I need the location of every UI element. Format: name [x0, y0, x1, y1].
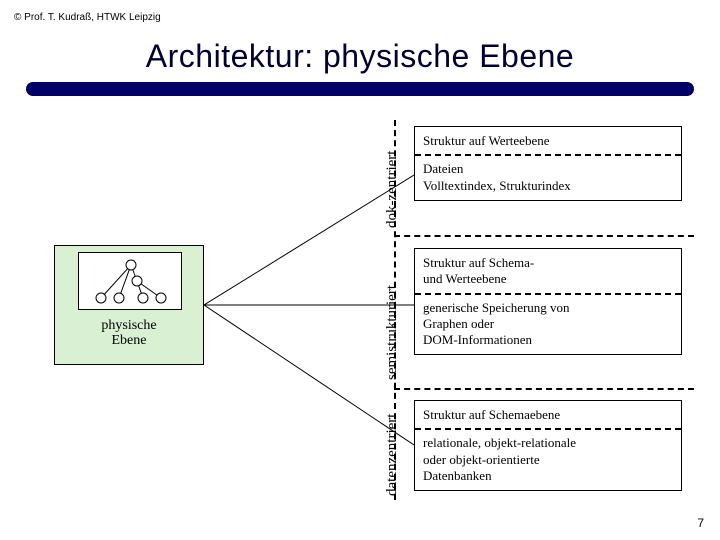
page-number: 7: [697, 516, 704, 530]
info-box-2: Struktur auf Schema- und Werteebene gene…: [414, 248, 682, 355]
page-title: Architektur: physische Ebene: [0, 38, 720, 75]
box1-body1: Dateien: [423, 161, 673, 177]
phys-label-line1: physische: [101, 318, 156, 333]
box2-divider: [415, 293, 681, 295]
vlabel-dok-zentriert: dok-zentriert: [384, 151, 401, 228]
box2-body2: Graphen oder: [423, 316, 673, 332]
box1-body2: Volltextindex, Strukturindex: [423, 178, 673, 194]
info-box-1: Struktur auf Werteebene Dateien Volltext…: [414, 126, 682, 201]
box3-head: Struktur auf Schemaebene: [423, 407, 673, 423]
title-underline-bar: [26, 82, 694, 96]
box1-head: Struktur auf Werteebene: [423, 133, 673, 149]
box2-head1: Struktur auf Schema-: [423, 255, 673, 271]
box3-body2: oder objekt-orientierte: [423, 452, 673, 468]
vlabel-semistrukturiert: semistrukturiert: [384, 285, 401, 380]
branch-lines: [204, 120, 414, 500]
box1-divider: [415, 154, 681, 156]
horizontal-divider-1: [394, 235, 694, 237]
box3-body3: Datenbanken: [423, 468, 673, 484]
box2-body1: generische Speicherung von: [423, 300, 673, 316]
box2-body3: DOM-Informationen: [423, 332, 673, 348]
box2-head2: und Werteebene: [423, 271, 673, 287]
horizontal-divider-2: [394, 388, 694, 390]
box3-body1: relationale, objekt-relationale: [423, 435, 673, 451]
tree-icon: [79, 253, 183, 311]
physical-layer-label: physische Ebene: [54, 318, 204, 349]
box3-divider: [415, 428, 681, 430]
tree-diagram: [78, 252, 182, 310]
vlabel-datenzentriert: datenzentriert: [384, 414, 401, 496]
info-box-3: Struktur auf Schemaebene relationale, ob…: [414, 400, 682, 491]
phys-label-line2: Ebene: [112, 333, 147, 348]
copyright-text: © Prof. T. Kudraß, HTWK Leipzig: [14, 12, 161, 23]
